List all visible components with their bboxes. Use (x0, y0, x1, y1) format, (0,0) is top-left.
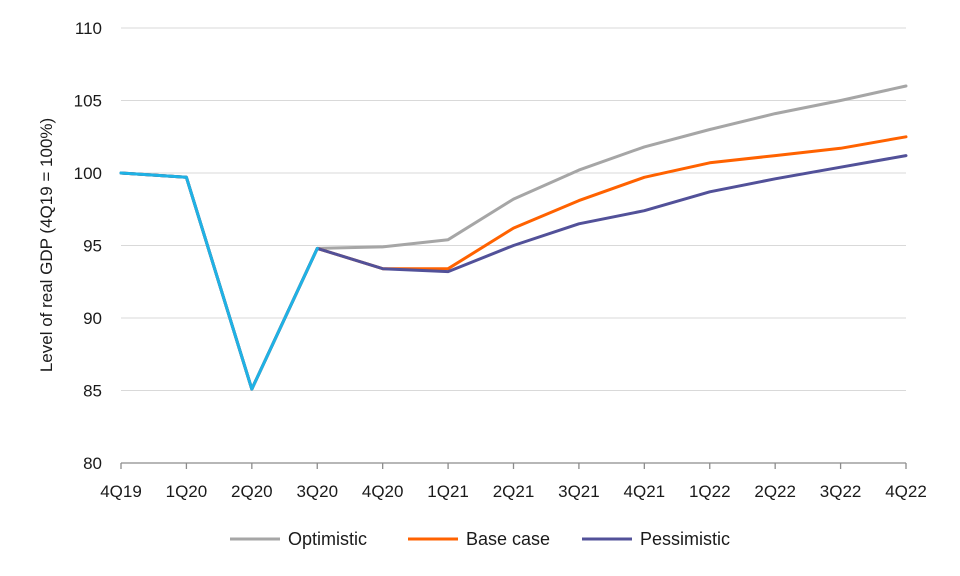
axes: 80 85 90 95 100 105 110 4Q19 1Q20 2Q20 3Q20 4Q20 1Q2… (74, 19, 927, 501)
x-tick-label-3Q20: 3Q20 (296, 482, 338, 501)
x-tick-label-4Q21: 4Q21 (624, 482, 666, 501)
x-tick-label-4Q19: 4Q19 (100, 482, 142, 501)
x-tick-label-1Q21: 1Q21 (427, 482, 469, 501)
legend: Optimistic Base case Pessimistic (230, 529, 730, 549)
x-tick-label-1Q20: 1Q20 (166, 482, 208, 501)
y-axis-title: Level of real GDP (4Q19 = 100%) (37, 118, 56, 372)
legend-label-base-case: Base case (466, 529, 550, 549)
x-tick-label-2Q21: 2Q21 (493, 482, 535, 501)
y-tick-label-85: 85 (83, 382, 102, 401)
legend-label-pessimistic: Pessimistic (640, 529, 730, 549)
x-tick-label-2Q20: 2Q20 (231, 482, 273, 501)
y-tick-label-105: 105 (74, 92, 102, 111)
x-tick-label-3Q22: 3Q22 (820, 482, 862, 501)
y-tick-label-100: 100 (74, 164, 102, 183)
x-tick-label-1Q22: 1Q22 (689, 482, 731, 501)
y-tick-label-95: 95 (83, 237, 102, 256)
series-lines (119, 84, 908, 391)
x-tick-label-4Q22: 4Q22 (885, 482, 927, 501)
y-tick-label-80: 80 (83, 454, 102, 473)
x-tick-label-4Q20: 4Q20 (362, 482, 404, 501)
series-line-pessimistic (119, 154, 908, 391)
x-tick-label-3Q21: 3Q21 (558, 482, 600, 501)
y-tick-label-90: 90 (83, 309, 102, 328)
gridlines (121, 27, 906, 391)
y-tick-label-110: 110 (75, 19, 102, 38)
x-tick-label-2Q22: 2Q22 (754, 482, 796, 501)
history-line (119, 171, 319, 391)
legend-label-optimistic: Optimistic (288, 529, 367, 549)
